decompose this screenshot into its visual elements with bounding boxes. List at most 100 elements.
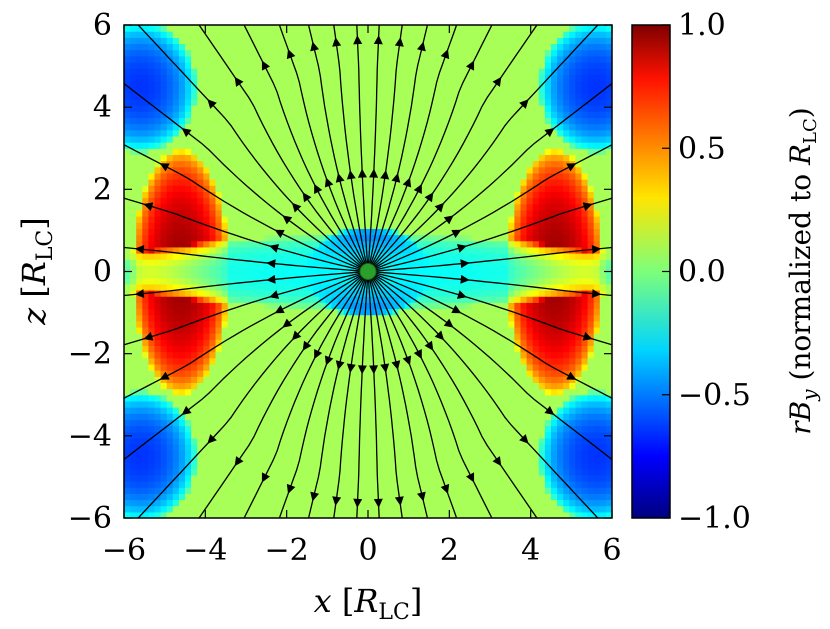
heatmap-cell [398, 505, 406, 513]
heatmap-cell [221, 296, 229, 303]
heatmap-cell [233, 111, 241, 119]
heatmap-cell [142, 450, 149, 457]
heatmap-cell [124, 283, 131, 291]
heatmap-cell [215, 86, 223, 94]
heatmap-cell [233, 55, 241, 63]
heatmap-cell [209, 203, 217, 211]
heatmap-cell [166, 148, 174, 156]
heatmap-cell [496, 166, 503, 174]
heatmap-cell [307, 370, 314, 377]
heatmap-cell [197, 222, 204, 229]
heatmap-cell [148, 197, 156, 205]
heatmap-cell [325, 407, 332, 414]
heatmap-cell [215, 505, 223, 513]
heatmap-cell [349, 370, 357, 377]
heatmap-cell [307, 296, 314, 303]
heatmap-cell [166, 388, 174, 396]
heatmap-cell [386, 431, 393, 439]
heatmap-cell [124, 185, 131, 192]
heatmap-cell [392, 370, 400, 377]
heatmap-cell [313, 487, 320, 494]
heatmap-cell [246, 487, 253, 494]
heatmap-cell [422, 462, 430, 470]
heatmap-cell [416, 413, 424, 420]
heatmap-cell [490, 314, 497, 322]
heatmap-cell [465, 111, 473, 119]
heatmap-cell [191, 388, 198, 396]
heatmap-cell [160, 253, 168, 260]
heatmap-cell [422, 234, 430, 242]
heatmap-cell [374, 209, 381, 217]
heatmap-cell [477, 240, 485, 248]
heatmap-cell [441, 61, 448, 69]
heatmap-cell [160, 289, 168, 297]
heatmap-cell [410, 142, 418, 149]
heatmap-cell [282, 135, 290, 143]
heatmap-cell [410, 123, 418, 131]
heatmap-cell [166, 209, 174, 217]
heatmap-cell [319, 326, 326, 334]
heatmap-cell [258, 400, 265, 408]
heatmap-cell [172, 160, 180, 168]
heatmap-cell [178, 308, 186, 316]
heatmap-cell [288, 216, 296, 223]
heatmap-cell [410, 505, 418, 513]
heatmap-cell [374, 43, 381, 51]
heatmap-cell [288, 37, 296, 45]
heatmap-cell [361, 413, 369, 420]
heatmap-cell [392, 129, 400, 137]
heatmap-cell [270, 234, 278, 242]
heatmap-cell [191, 376, 198, 384]
heatmap-cell [276, 487, 284, 494]
heatmap-cell [398, 166, 406, 174]
heatmap-cell [142, 277, 149, 285]
heatmap-cell [422, 191, 430, 199]
heatmap-cell [447, 296, 454, 303]
heatmap-cell [185, 289, 192, 297]
heatmap-cell [209, 376, 217, 384]
heatmap-cell [246, 142, 253, 149]
heatmap-cell [380, 191, 387, 199]
heatmap-cell [124, 400, 131, 408]
heatmap-cell [252, 388, 259, 396]
heatmap-cell [185, 123, 192, 131]
heatmap-cell [227, 474, 235, 482]
heatmap-cell [386, 148, 393, 156]
heatmap-cell [276, 450, 284, 457]
heatmap-cell [374, 351, 381, 359]
heatmap-cell [349, 302, 357, 310]
heatmap-cell [276, 388, 284, 396]
heatmap-cell [142, 437, 149, 445]
heatmap-cell [160, 61, 168, 69]
heatmap-cell [496, 326, 503, 334]
heatmap-cell [227, 382, 235, 390]
heatmap-cell [178, 86, 186, 94]
heatmap-cell [380, 388, 387, 396]
heatmap-cell [148, 314, 156, 322]
heatmap-cell [264, 345, 271, 353]
heatmap-cell [209, 25, 217, 32]
heatmap-cell [386, 61, 393, 69]
heatmap-cell [178, 129, 186, 137]
heatmap-cell [386, 363, 393, 371]
heatmap-cell [380, 413, 387, 420]
heatmap-cell [215, 277, 223, 285]
heatmap-cell [270, 209, 278, 217]
heatmap-cell [276, 419, 284, 427]
heatmap-cell [361, 68, 369, 75]
heatmap-cell [252, 31, 259, 38]
heatmap-cell [258, 444, 265, 451]
heatmap-cell [215, 308, 223, 316]
heatmap-cell [227, 105, 235, 112]
heatmap-cell [453, 105, 461, 112]
heatmap-cell [313, 234, 320, 242]
heatmap-cell [209, 302, 217, 310]
heatmap-cell [386, 228, 393, 236]
heatmap-cell [221, 265, 229, 273]
heatmap-cell [294, 105, 302, 112]
heatmap-cell [386, 376, 393, 384]
heatmap-cell [422, 320, 430, 328]
heatmap-cell [148, 413, 156, 420]
heatmap-cell [178, 197, 186, 205]
heatmap-cell [447, 154, 454, 162]
